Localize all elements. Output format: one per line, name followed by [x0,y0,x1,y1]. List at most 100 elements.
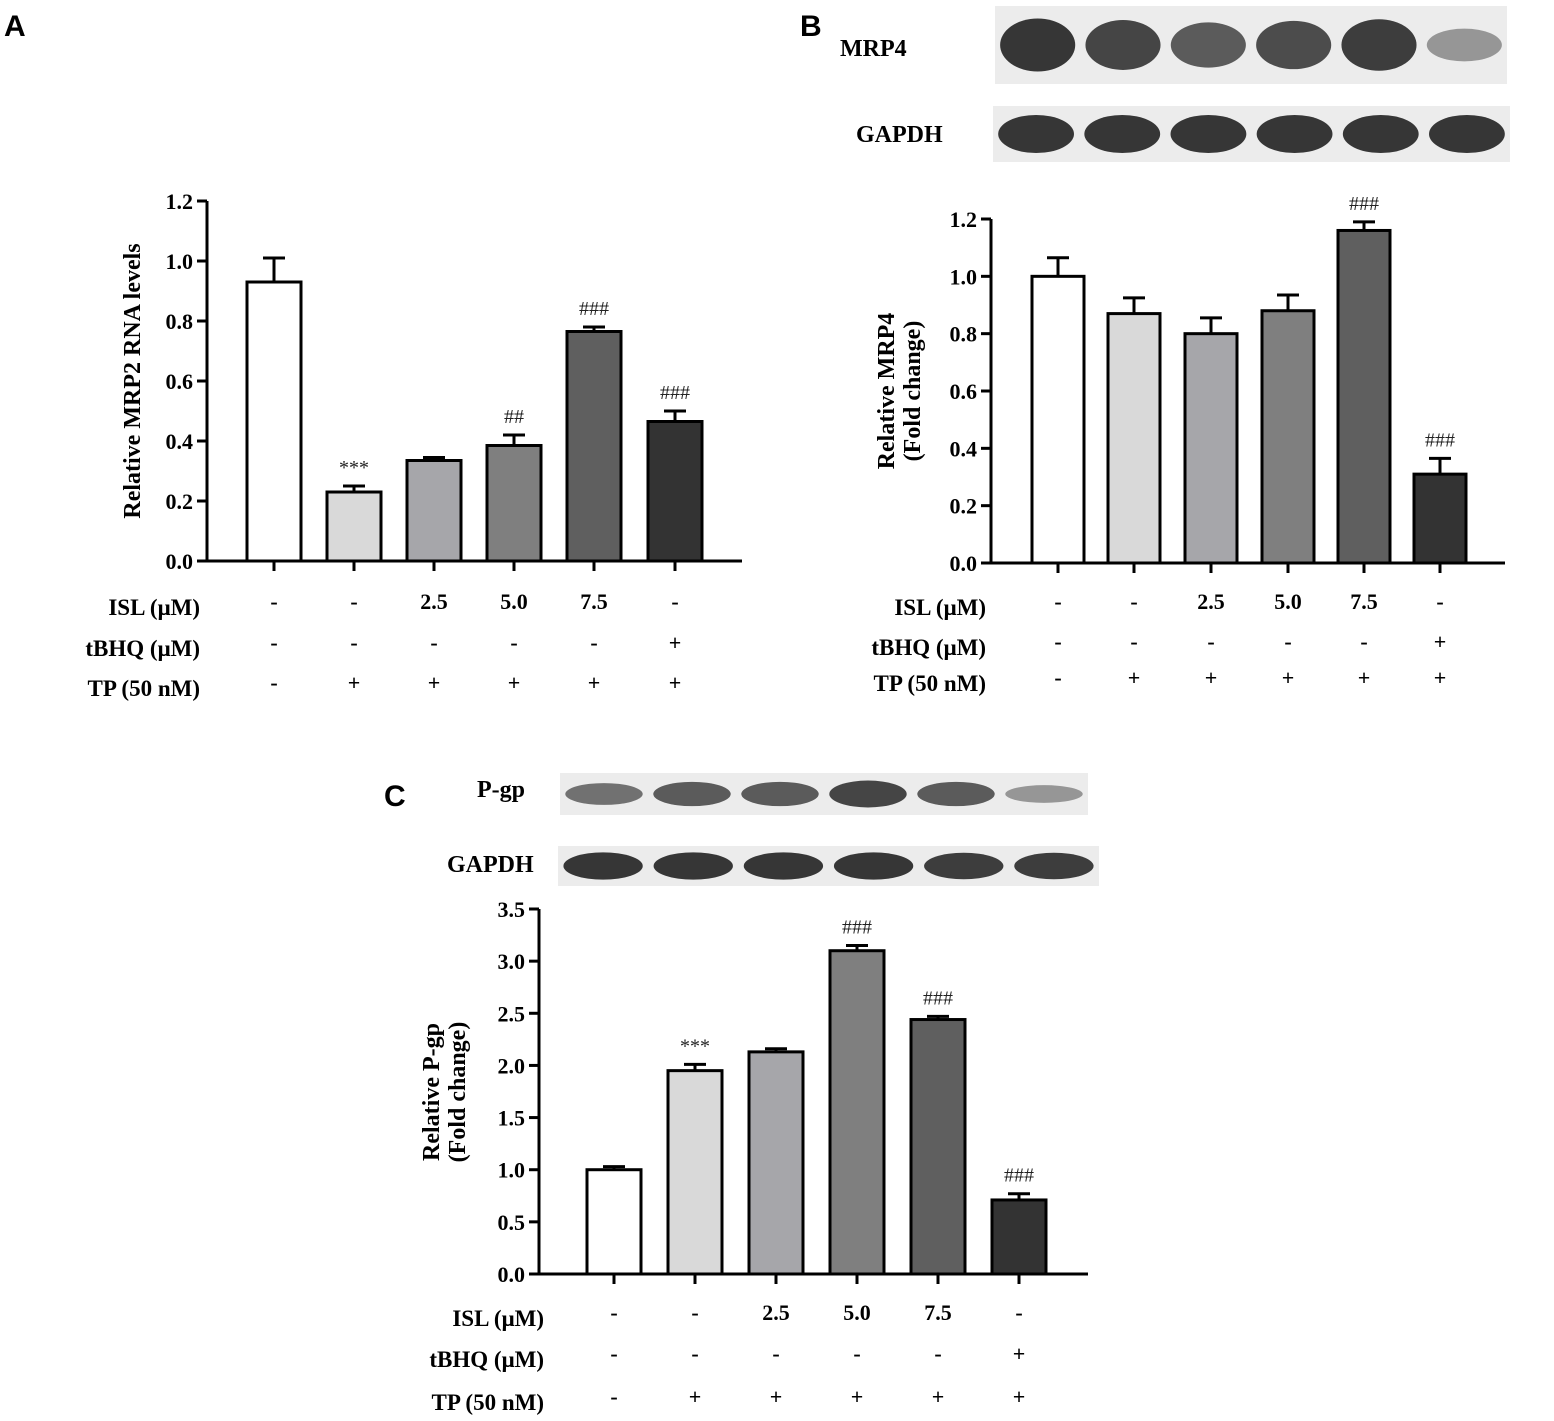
condition-value: + [588,670,601,695]
condition-value: - [610,1300,617,1325]
bar [245,280,303,563]
bar [990,1198,1048,1276]
blot-band [998,114,1074,154]
significance-label: ### [842,917,872,939]
significance-label: ### [1425,429,1455,451]
condition-label: TP (50 nM) [874,671,986,696]
blot-band [917,781,995,807]
blot-band [833,852,914,880]
blot-label: P-gp [477,777,525,803]
y-axis-label-line: Relative MRP4 [874,313,900,470]
blot-label: GAPDH [447,852,534,878]
condition-value: - [1360,629,1367,654]
condition-value: - [1130,589,1137,614]
bar [747,1050,805,1276]
blot-band [1429,114,1505,154]
blot-band [1256,114,1333,154]
significance-label: ### [660,382,690,404]
blot-band [1085,20,1161,70]
y-tick-label: 1.2 [950,207,978,232]
condition-value: - [270,630,277,655]
y-tick-label: 0.0 [166,549,194,574]
condition-value: + [669,630,682,655]
panel-b-chart: MRP4 GAPDH ### ### 0.0 0.2 0.4 0.6 0.8 1.0 1.2 Rela… [840,6,1510,696]
y-tick-label: 1.0 [498,1158,526,1183]
condition-value: - [934,1341,941,1366]
blot-band [1170,114,1247,154]
condition-value: + [689,1384,702,1409]
condition-value: 2.5 [762,1300,790,1325]
condition-value: + [508,670,521,695]
blot-band [653,852,733,880]
condition-label: tBHQ (μM) [871,635,986,660]
y-tick-label: 3.0 [498,949,526,974]
condition-value: + [1205,665,1218,690]
bar [1336,228,1392,565]
blot-band [1256,20,1332,70]
condition-value: - [691,1300,698,1325]
condition-value: 2.5 [420,589,448,614]
significance-label: ### [1349,193,1379,215]
significance-label: ## [504,406,524,428]
condition-label: ISL (μM) [894,595,986,620]
condition-value: + [669,670,682,695]
blot-band [653,781,731,807]
condition-value: - [1207,629,1214,654]
blot-band [1014,852,1094,880]
bar [1260,309,1316,565]
condition-value: - [270,670,277,695]
significance-label: *** [339,457,369,479]
y-tick-label: 0.4 [950,436,978,461]
y-tick-label: 3.5 [498,897,526,922]
y-axis-label: Relative MRP4(Fold change) [874,313,926,470]
bar [1030,274,1086,565]
condition-label: tBHQ (μM) [429,1347,544,1372]
condition-label: tBHQ (μM) [85,636,200,661]
blot-band [1341,19,1417,71]
condition-value: - [590,630,597,655]
y-tick-label: 0.2 [166,489,194,514]
condition-value: - [610,1384,617,1409]
condition-value: + [1282,665,1295,690]
bar [585,1168,643,1276]
y-tick-label: 0.0 [498,1262,526,1287]
condition-value: - [1054,589,1061,614]
condition-value: + [1128,665,1141,690]
bar [909,1018,967,1276]
condition-value: - [1054,665,1061,690]
condition-value: - [772,1341,779,1366]
y-axis-label-line: (Fold change) [900,321,926,462]
y-axis-label-line: (Fold change) [445,1022,471,1163]
condition-value: - [1284,629,1291,654]
blot-band [829,780,907,808]
y-tick-label: 0.6 [166,369,194,394]
condition-value: + [770,1384,783,1409]
blot-band [1084,114,1161,154]
condition-value: + [1358,665,1371,690]
condition-value: + [1013,1341,1026,1366]
blot-band [1426,28,1502,62]
y-tick-label: 0.4 [166,429,194,454]
significance-label: ### [579,298,609,320]
bar [1106,312,1162,565]
y-axis-label-line: Relative P-gp [419,1023,445,1161]
condition-value: 7.5 [1350,589,1378,614]
condition-value: + [1013,1384,1026,1409]
significance-label: ### [923,987,953,1009]
bar [325,490,383,563]
condition-value: - [1436,589,1443,614]
bar [1412,472,1468,565]
condition-label: ISL (μM) [108,595,200,620]
y-axis-label: Relative MRP2 RNA levels [120,243,146,518]
y-tick-label: 2.0 [498,1053,526,1078]
blot-band [565,783,643,805]
panel-letter-b: B [800,10,822,43]
bar [828,949,886,1276]
y-tick-label: 2.5 [498,1001,526,1026]
condition-value: 5.0 [843,1300,871,1325]
condition-value: - [1054,629,1061,654]
blot-strip [993,106,1510,162]
blot-band [741,781,819,807]
condition-value: + [1434,629,1447,654]
condition-value: - [510,630,517,655]
